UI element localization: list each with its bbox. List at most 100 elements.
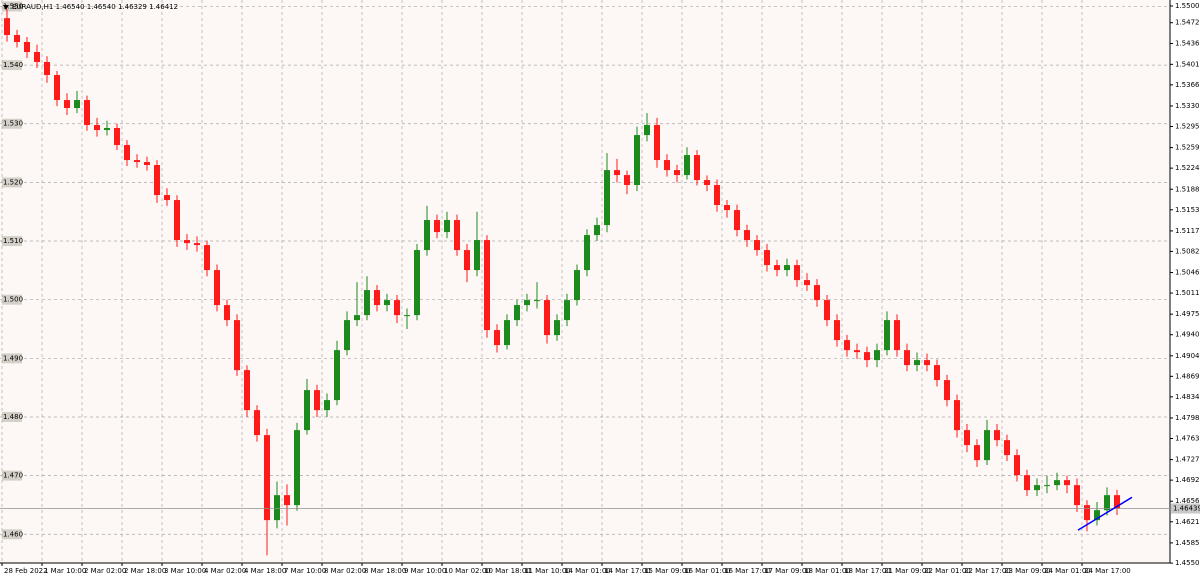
- candle-body: [654, 125, 660, 161]
- y-tick-label: 1.510: [3, 237, 23, 245]
- x-tick-label: 18 Mar 17:00: [844, 567, 891, 575]
- x-tick-label: 10 Mar 02:00: [444, 567, 491, 575]
- candle-body: [354, 315, 360, 321]
- candle-body: [114, 128, 120, 146]
- candle-body: [694, 155, 700, 181]
- candle-body: [1074, 485, 1080, 506]
- candle-body: [494, 330, 500, 346]
- candle-body: [634, 135, 640, 186]
- y2-tick-label: 1.55008: [1175, 2, 1200, 10]
- candle-body: [1064, 480, 1070, 486]
- candle-body: [154, 165, 160, 196]
- candle-body: [1094, 510, 1100, 521]
- candle-body: [964, 430, 970, 446]
- candle-body: [1014, 455, 1020, 476]
- candle-body: [994, 430, 1000, 441]
- y2-tick-label: 1.49403: [1175, 331, 1200, 339]
- candle-body: [774, 265, 780, 271]
- candle-body: [874, 350, 880, 361]
- candle-body: [134, 160, 140, 163]
- candle-body: [884, 320, 890, 351]
- candle-body: [324, 400, 330, 411]
- candle-body: [754, 240, 760, 251]
- candle-body: [74, 100, 80, 109]
- candle-body: [1034, 485, 1040, 491]
- candle-body: [434, 220, 440, 233]
- y-tick-label: 1.460: [3, 530, 23, 538]
- trendline: [1077, 496, 1133, 531]
- candle-body: [864, 352, 870, 361]
- candle-body: [574, 270, 580, 301]
- y-tick-label: 1.520: [3, 178, 23, 186]
- x-tick-label: 8 Mar 02:00: [324, 567, 366, 575]
- y2-tick-label: 1.46923: [1175, 476, 1200, 484]
- candle-body: [1114, 495, 1120, 509]
- overlay: [0, 496, 1170, 531]
- candle-body: [534, 300, 540, 302]
- candle-body: [894, 320, 900, 351]
- candle-body: [524, 300, 530, 306]
- candle-body: [664, 160, 670, 171]
- x-tick-label: 3 Mar 10:00: [164, 567, 206, 575]
- candle-body: [804, 280, 810, 286]
- candle-body: [624, 175, 630, 186]
- y2-tick-label: 1.50113: [1175, 289, 1200, 297]
- candle-body: [34, 52, 40, 62]
- y-tick-label-bg: [2, 470, 22, 481]
- x-tick-label: 14 Mar 01:00: [564, 567, 611, 575]
- x-tick-label: 15 Mar 09:00: [644, 567, 691, 575]
- y-tick-label: 1.490: [3, 354, 23, 362]
- candle-body: [764, 250, 770, 266]
- candle-body: [224, 305, 230, 321]
- y-tick-label-bg: [2, 353, 22, 364]
- x-tick-label: 16 Mar 17:00: [724, 567, 771, 575]
- candle-body: [854, 350, 860, 353]
- candle-body: [614, 170, 620, 176]
- price-axis-area: [1170, 0, 1200, 578]
- candle-body: [144, 162, 150, 166]
- x-tick-label: 11 Mar 10:00: [524, 567, 571, 575]
- candle-body: [684, 155, 690, 176]
- x-tick-label: 28 Feb 2022: [4, 567, 48, 575]
- candle-body: [504, 320, 510, 346]
- y2-tick-label: 1.51173: [1175, 227, 1200, 235]
- candle-body: [584, 235, 590, 271]
- current-price-bg: [1171, 503, 1200, 514]
- x-tick-label: 24 Mar 17:00: [1084, 567, 1131, 575]
- x-tick-label: 16 Mar 01:00: [684, 567, 731, 575]
- candle-body: [714, 185, 720, 206]
- x-tick-label: 1 Mar 10:00: [44, 567, 86, 575]
- y2-tick-label: 1.51883: [1175, 185, 1200, 193]
- candle-body: [1024, 475, 1030, 491]
- y-tick-label: 1.500: [3, 296, 23, 304]
- y2-tick-label: 1.47633: [1175, 434, 1200, 442]
- menu-icon[interactable]: [3, 5, 9, 10]
- candle-body: [14, 35, 20, 42]
- x-tick-label: 7 Mar 10:00: [284, 567, 326, 575]
- candle-body: [254, 410, 260, 436]
- y-tick-label: 1.550: [3, 2, 23, 10]
- time-axis-area: [0, 563, 1170, 578]
- y2-tick-label: 1.48693: [1175, 372, 1200, 380]
- candle-body: [704, 180, 710, 186]
- candle-body: [204, 245, 210, 271]
- candle-body: [334, 350, 340, 401]
- candle-body: [404, 315, 410, 317]
- x-tick-label: 9 Mar 10:00: [404, 567, 446, 575]
- candle-body: [794, 265, 800, 281]
- candle-body: [974, 445, 980, 461]
- y-tick-label: 1.540: [3, 61, 23, 69]
- candle-body: [294, 430, 300, 506]
- candle-body: [454, 220, 460, 251]
- x-tick-label: 21 Mar 09:00: [884, 567, 931, 575]
- y2-tick-label: 1.50463: [1175, 269, 1200, 277]
- y2-tick-label: 1.49043: [1175, 352, 1200, 360]
- candle-body: [734, 210, 740, 231]
- y2-tick-label: 1.45508: [1175, 559, 1200, 567]
- plot-background: [0, 0, 1170, 563]
- candle-body: [314, 390, 320, 411]
- y-tick-label-bg: [2, 294, 22, 305]
- candle-body: [104, 128, 110, 131]
